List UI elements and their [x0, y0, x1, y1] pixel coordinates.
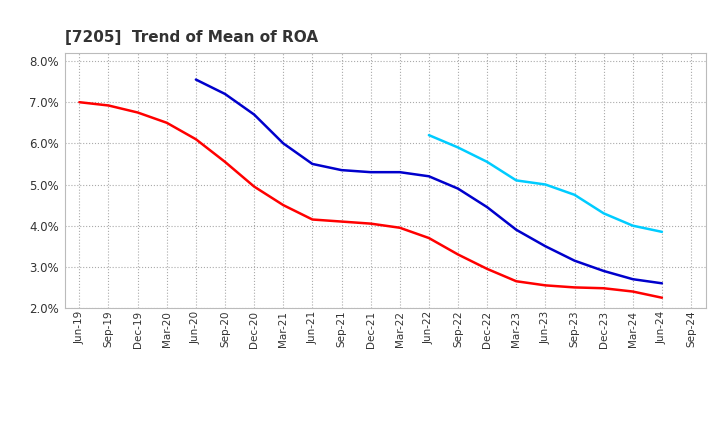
5 Years [541, 244, 550, 249]
5 Years [220, 92, 229, 97]
7 Years [541, 182, 550, 187]
3 Years [629, 289, 637, 294]
5 Years [425, 174, 433, 179]
7 Years [599, 211, 608, 216]
7 Years [570, 192, 579, 198]
7 Years [657, 229, 666, 235]
3 Years [512, 279, 521, 284]
3 Years [279, 202, 287, 208]
3 Years [337, 219, 346, 224]
5 Years [512, 227, 521, 232]
3 Years [308, 217, 317, 222]
7 Years [629, 223, 637, 228]
5 Years [308, 161, 317, 167]
3 Years [75, 99, 84, 105]
3 Years [541, 283, 550, 288]
Line: 3 Years: 3 Years [79, 102, 662, 298]
5 Years [483, 205, 492, 210]
5 Years [192, 77, 200, 82]
5 Years [454, 186, 462, 191]
7 Years [512, 178, 521, 183]
3 Years [395, 225, 404, 231]
3 Years [366, 221, 375, 226]
3 Years [657, 295, 666, 301]
Line: 7 Years: 7 Years [429, 135, 662, 232]
5 Years [279, 141, 287, 146]
5 Years [366, 169, 375, 175]
3 Years [599, 286, 608, 291]
Line: 5 Years: 5 Years [196, 80, 662, 283]
5 Years [570, 258, 579, 263]
3 Years [483, 266, 492, 271]
5 Years [250, 112, 258, 117]
3 Years [104, 103, 113, 108]
3 Years [192, 136, 200, 142]
3 Years [454, 252, 462, 257]
3 Years [570, 285, 579, 290]
3 Years [163, 120, 171, 125]
5 Years [629, 277, 637, 282]
3 Years [250, 184, 258, 189]
3 Years [425, 235, 433, 241]
7 Years [454, 145, 462, 150]
5 Years [395, 169, 404, 175]
7 Years [483, 159, 492, 165]
3 Years [133, 110, 142, 115]
3 Years [220, 159, 229, 165]
7 Years [425, 132, 433, 138]
5 Years [337, 168, 346, 173]
5 Years [657, 281, 666, 286]
5 Years [599, 268, 608, 274]
Text: [7205]  Trend of Mean of ROA: [7205] Trend of Mean of ROA [65, 29, 318, 45]
